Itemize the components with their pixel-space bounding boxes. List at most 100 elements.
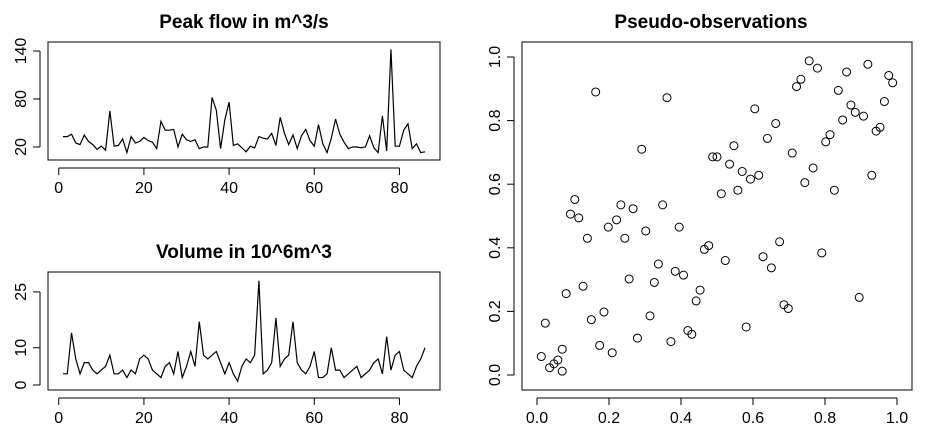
scatter-point [624, 274, 634, 284]
scatter-point [591, 87, 601, 97]
scatter-point [708, 152, 718, 162]
x-tick-label: 80 [391, 410, 409, 427]
scatter-point [557, 344, 567, 354]
scatter-point [628, 204, 638, 214]
scatter-point [565, 209, 575, 219]
x-tick-label: 0 [54, 410, 63, 427]
scatter-point [884, 70, 894, 80]
scatter-point [863, 59, 873, 69]
pseudo-observations-points [536, 56, 898, 376]
volume-plot-frame [47, 271, 441, 391]
scatter-point [716, 189, 726, 199]
scatter-point [653, 259, 663, 269]
scatter-point [854, 292, 864, 302]
scatter-point [536, 352, 546, 362]
y-tick-label: 1.0 [487, 46, 504, 68]
x-tick-label: 0.4 [670, 410, 692, 427]
scatter-point [817, 248, 827, 258]
scatter-point [771, 118, 781, 128]
scatter-point [733, 185, 743, 195]
scatter-point [666, 337, 676, 347]
scatter-point [833, 85, 843, 95]
scatter-point [557, 366, 567, 376]
scatter-point [762, 133, 772, 143]
scatter-point [804, 56, 814, 66]
scatter-point [679, 270, 689, 280]
scatter-point [796, 74, 806, 84]
x-tick-label: 0.2 [598, 410, 620, 427]
x-tick-label: 60 [305, 180, 323, 197]
scatter-point [687, 329, 697, 339]
scatter-point [829, 185, 839, 195]
pseudo-observations-x-axis: 0.0 0.2 0.4 0.6 0.8 1.0 [526, 397, 908, 427]
y-tick-label: 20 [13, 138, 30, 156]
scatter-point [578, 281, 588, 291]
scatter-point [808, 163, 818, 173]
y-tick-label: 140 [13, 38, 30, 65]
scatter-point [574, 213, 584, 223]
scatter-point [612, 215, 622, 225]
scatter-point [842, 67, 852, 77]
scatter-point [641, 226, 651, 236]
scatter-point [695, 285, 705, 295]
scatter-point [670, 266, 680, 276]
scatter-point [812, 63, 822, 73]
y-tick-label: 0.8 [487, 109, 504, 131]
x-tick-label: 80 [391, 180, 409, 197]
scatter-point [754, 170, 764, 180]
scatter-point [561, 289, 571, 299]
scatter-point [787, 148, 797, 158]
scatter-point [649, 277, 659, 287]
peak-flow-y-axis: 20 80 140 [13, 38, 41, 156]
x-tick-label: 1.0 [886, 410, 908, 427]
x-tick-label: 40 [220, 180, 238, 197]
scatter-point [775, 237, 785, 247]
series-line [63, 49, 426, 155]
volume-panel: Volume in 10^6m^3 0 20 40 60 80 0 10 25 [13, 242, 441, 427]
scatter-point [662, 93, 672, 103]
scatter-point [607, 348, 617, 358]
scatter-point [800, 178, 810, 188]
y-tick-label: 25 [13, 283, 30, 301]
scatter-point [603, 222, 613, 232]
series-line [63, 280, 426, 383]
scatter-point [704, 241, 714, 251]
scatter-point [875, 122, 885, 132]
y-tick-label: 0.6 [487, 173, 504, 195]
x-tick-label: 20 [135, 410, 153, 427]
pseudo-observations-title: Pseudo-observations [614, 12, 807, 33]
scatter-point [838, 115, 848, 125]
scatter-point [867, 170, 877, 180]
scatter-point [599, 307, 609, 317]
pseudo-observations-y-axis: 0.0 0.2 0.4 0.6 0.8 1.0 [487, 46, 515, 386]
x-tick-label: 0 [54, 180, 63, 197]
scatter-point [745, 174, 755, 184]
scatter-point [825, 130, 835, 140]
scatter-point [750, 104, 760, 114]
volume-series [63, 280, 426, 383]
x-tick-label: 0.6 [742, 410, 764, 427]
y-tick-label: 0.0 [487, 364, 504, 386]
x-tick-label: 60 [305, 410, 323, 427]
y-tick-label: 0.4 [487, 237, 504, 259]
scatter-point [766, 263, 776, 273]
y-tick-label: 10 [13, 339, 30, 357]
scatter-point [645, 311, 655, 321]
scatter-point [658, 200, 668, 210]
scatter-point [720, 256, 730, 266]
y-tick-label: 0.2 [487, 300, 504, 322]
y-tick-label: 0 [13, 380, 30, 389]
peak-flow-series [63, 49, 426, 155]
scatter-point [586, 315, 596, 325]
y-tick-label: 80 [13, 90, 30, 108]
scatter-point [729, 141, 739, 151]
volume-y-axis: 0 10 25 [13, 283, 41, 389]
scatter-point [888, 78, 898, 88]
scatter-point [553, 355, 563, 365]
scatter-point [616, 200, 626, 210]
peak-flow-panel: Peak flow in m^3/s 0 20 40 60 80 20 80 140 [13, 12, 441, 197]
peak-flow-title: Peak flow in m^3/s [159, 12, 329, 33]
